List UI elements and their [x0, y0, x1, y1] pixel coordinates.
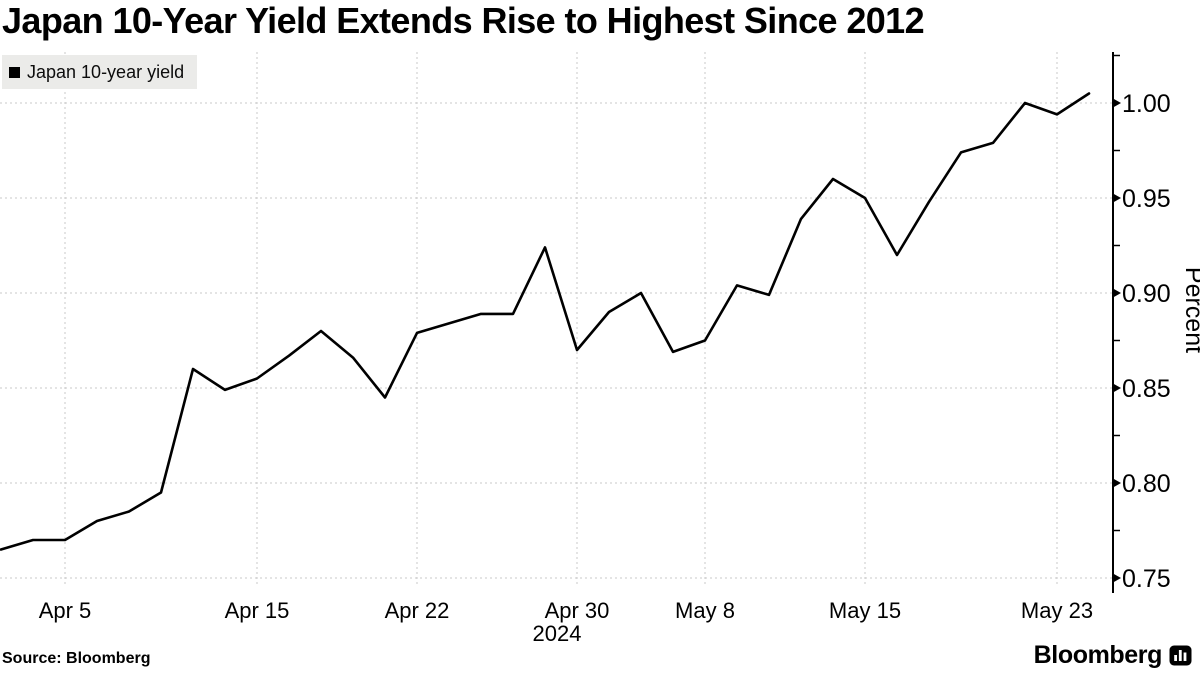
x-tick-label: Apr 15 [225, 598, 290, 623]
source-credit: Source: Bloomberg [2, 650, 151, 667]
y-tick-label: 0.85 [1122, 375, 1171, 403]
y-axis-title: Percent [1180, 267, 1200, 353]
y-tick-label: 0.90 [1122, 280, 1171, 308]
yield-line [0, 92, 1091, 551]
legend-swatch-icon [9, 66, 20, 78]
y-axis-tick [1113, 478, 1121, 488]
x-tick-label: Apr 30 [545, 598, 610, 623]
bloomberg-logo: Bloomberg [1034, 641, 1192, 670]
x-tick-label: May 23 [1021, 598, 1093, 623]
x-tick-label: May 8 [675, 598, 735, 623]
legend-label: Japan 10-year yield [27, 61, 185, 82]
chart-title: Japan 10-Year Yield Extends Rise to High… [2, 0, 925, 41]
y-axis-tick [1113, 193, 1121, 203]
legend: Japan 10-year yield [2, 55, 198, 89]
y-tick-label: 0.75 [1122, 565, 1171, 593]
x-tick-label: Apr 22 [385, 598, 450, 623]
x-year-label: 2024 [533, 621, 582, 646]
y-tick-label: 1.00 [1122, 90, 1171, 118]
y-axis-tick [1113, 288, 1121, 298]
bar-chart-icon [1169, 645, 1192, 666]
y-axis-tick [1113, 383, 1121, 393]
y-tick-label: 0.95 [1122, 185, 1171, 213]
bloomberg-wordmark: Bloomberg [1033, 641, 1163, 669]
y-axis-tick [1113, 98, 1121, 108]
x-tick-label: Apr 5 [39, 598, 92, 623]
y-axis-tick [1113, 573, 1121, 583]
x-tick-label: May 15 [829, 598, 901, 623]
y-tick-label: 0.80 [1122, 470, 1171, 498]
